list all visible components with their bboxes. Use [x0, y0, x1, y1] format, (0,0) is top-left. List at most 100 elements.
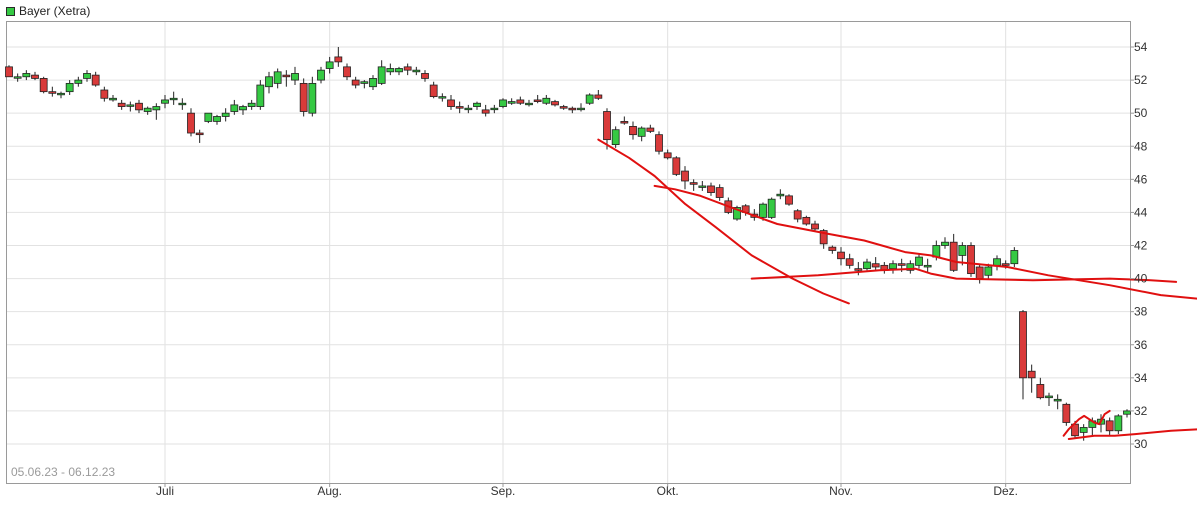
candle-down [854, 268, 863, 271]
candle-down [551, 101, 559, 106]
candle-up [1123, 410, 1131, 415]
candle-down [429, 84, 438, 98]
candle-up [473, 102, 481, 107]
trendline [750, 267, 1178, 283]
trendlines-layer [597, 138, 1197, 440]
candle-up [230, 104, 239, 112]
candle-up [1010, 250, 1019, 265]
plot-frame [6, 21, 1131, 484]
candle-up [542, 97, 551, 104]
candle-up [1045, 395, 1053, 399]
candle-down [421, 73, 429, 79]
candle-up [74, 79, 83, 84]
candle-up [256, 84, 265, 107]
candle-up [57, 92, 65, 96]
candle-up [377, 66, 386, 84]
candle-up [611, 129, 620, 145]
candle-down [135, 102, 143, 111]
candle-up [759, 203, 767, 218]
candle-up [1053, 398, 1062, 402]
candle-up [291, 73, 299, 81]
candle-down [603, 111, 611, 141]
candle-up [915, 256, 923, 266]
candle-up [698, 185, 707, 188]
candle-up [464, 107, 473, 111]
y-tick-label: 52 [1134, 73, 1148, 87]
x-tick-label: Nov. [829, 484, 853, 498]
candle-up [1114, 415, 1123, 432]
candle-up [395, 68, 403, 73]
candle-up [585, 94, 594, 104]
candle-down [871, 263, 880, 268]
candle-down [793, 210, 802, 220]
trendline [653, 184, 1197, 300]
candle-down [715, 187, 724, 198]
candle-up [109, 97, 117, 101]
candle-down [1001, 263, 1010, 266]
candle-down [646, 127, 655, 132]
candle-up [923, 264, 932, 268]
candle-down [949, 241, 958, 271]
x-tick-label: Dez. [993, 484, 1018, 498]
legend-label: Bayer (Xetra) [19, 4, 91, 18]
date-range-label: 05.06.23 - 06.12.23 [11, 465, 116, 479]
x-tick-label: Aug. [317, 484, 342, 498]
candle-down [100, 89, 109, 99]
candle-down [516, 99, 525, 104]
candle-up [247, 102, 256, 107]
trendline [1067, 428, 1197, 440]
trendline [1062, 409, 1111, 437]
candle-up [767, 198, 776, 218]
candle-down [117, 102, 126, 107]
legend-swatch [6, 7, 15, 16]
x-tick-label: Okt. [657, 484, 679, 498]
candle-up [958, 245, 967, 256]
candle-up [507, 101, 516, 104]
x-tick-label: Juli [156, 484, 174, 498]
y-tick-label: 40 [1134, 272, 1148, 286]
candle-down [282, 74, 291, 78]
candle-down [1105, 420, 1114, 432]
candle-down [811, 223, 819, 230]
candle-up [1079, 427, 1088, 433]
candle-down [785, 195, 793, 205]
candle-down [343, 66, 351, 78]
y-tick-label: 32 [1134, 404, 1148, 418]
candle-down [533, 99, 542, 102]
candle-down [681, 170, 689, 182]
candle-down [195, 132, 204, 136]
candle-up [438, 96, 447, 99]
candle-up [273, 71, 282, 84]
candle-up [239, 106, 247, 111]
candle-up [317, 69, 325, 81]
candle-up [83, 73, 91, 79]
trendline [597, 138, 850, 305]
candle-down [1027, 370, 1036, 379]
candle-down [819, 230, 828, 245]
candle-up [906, 263, 915, 271]
candle-down [299, 82, 308, 112]
plot-border [6, 21, 1131, 484]
candle-up [412, 69, 421, 73]
candle-down [672, 157, 681, 175]
candle-up [863, 261, 871, 270]
grid-layer [7, 22, 1130, 483]
candle-down [568, 107, 577, 111]
candle-up [169, 97, 178, 101]
candle-up [221, 112, 230, 117]
y-tick-label: 44 [1134, 205, 1148, 219]
candle-down [707, 185, 715, 193]
candle-up [499, 99, 507, 107]
candle-down [663, 152, 672, 159]
candle-down [655, 134, 663, 152]
candle-down [689, 182, 698, 185]
candle-up [161, 99, 169, 104]
y-tick-label: 36 [1134, 338, 1148, 352]
candle-up [65, 82, 74, 93]
y-tick-label: 46 [1134, 172, 1148, 186]
y-tick-label: 38 [1134, 305, 1148, 319]
y-tick-label: 50 [1134, 106, 1148, 120]
x-axis: Juli Aug. Sep. Okt. Nov. Dez. [156, 483, 1018, 498]
candle-down [5, 66, 13, 78]
candle-up [213, 116, 221, 122]
